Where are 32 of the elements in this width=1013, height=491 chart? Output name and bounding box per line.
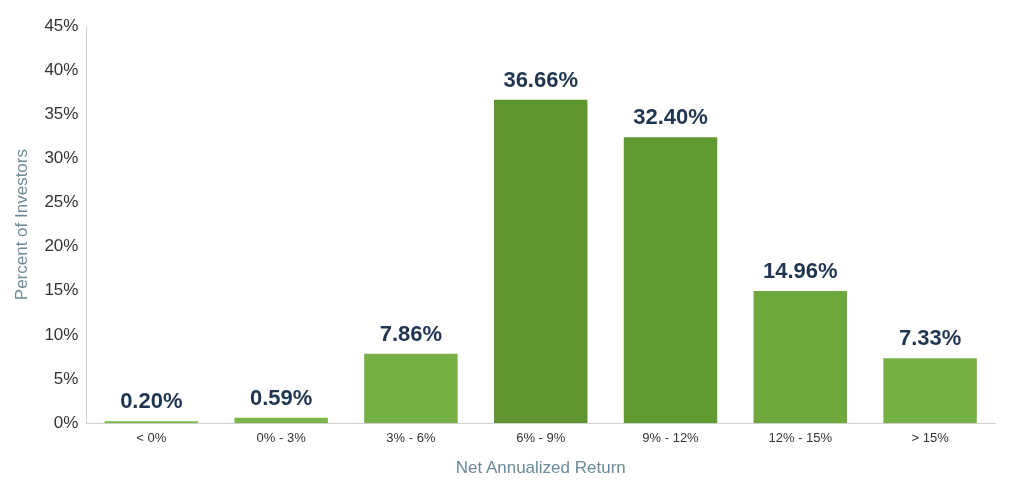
y-axis-title: Percent of Investors xyxy=(11,149,31,301)
x-tick-label: 3% - 6% xyxy=(386,430,436,446)
x-axis-title: Net Annualized Return xyxy=(455,458,626,478)
bar xyxy=(234,417,328,423)
y-tick-label: 30% xyxy=(44,148,79,168)
bar xyxy=(493,99,588,423)
data-label: 0.20% xyxy=(120,388,183,414)
y-tick-label: 25% xyxy=(44,192,79,212)
y-tick-label: 40% xyxy=(44,59,79,79)
bar xyxy=(623,137,718,423)
data-label: 0.59% xyxy=(249,384,313,410)
y-tick-label: 45% xyxy=(44,15,79,35)
y-tick-label: 15% xyxy=(44,280,79,300)
data-label: 7.86% xyxy=(379,320,443,346)
x-tick-label: 9% - 12% xyxy=(642,430,700,446)
y-tick-label: 0% xyxy=(53,412,79,432)
data-label: 7.33% xyxy=(898,325,962,351)
bar xyxy=(753,291,848,423)
data-label: 32.40% xyxy=(633,104,708,130)
x-tick-label: 0% - 3% xyxy=(256,430,307,446)
x-tick-label: 6% - 9% xyxy=(516,430,566,446)
data-label: 14.96% xyxy=(762,258,838,284)
y-tick-label: 10% xyxy=(44,324,79,344)
bar xyxy=(364,353,458,423)
bar xyxy=(883,358,977,423)
x-tick-label: 12% - 15% xyxy=(768,430,833,446)
y-tick-label: 20% xyxy=(44,236,79,256)
data-label: 36.66% xyxy=(503,66,579,92)
y-tick-label: 5% xyxy=(53,368,79,388)
x-tick-label: > 15% xyxy=(911,430,950,446)
y-tick-label: 35% xyxy=(44,104,79,124)
x-tick-label: < 0% xyxy=(136,430,167,446)
